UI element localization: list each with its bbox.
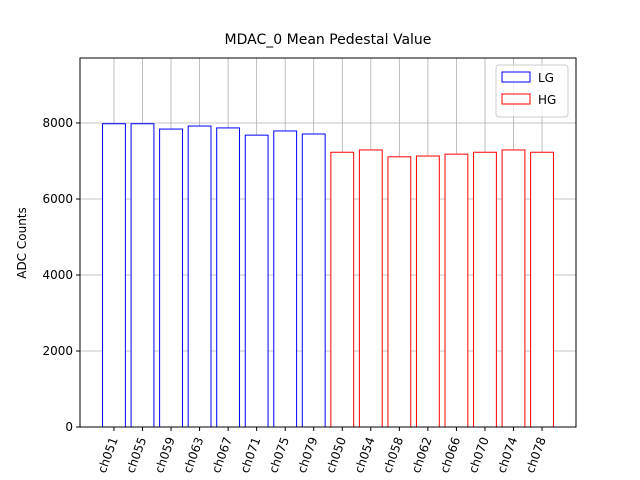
bar [530, 151, 554, 428]
x-tick-label: ch070 [466, 435, 492, 475]
x-tick-label: ch059 [152, 435, 178, 475]
x-tick-label: ch075 [266, 435, 292, 475]
plot-frame [79, 57, 577, 428]
x-tick-label: ch058 [380, 435, 406, 475]
y-tick-label: 8000 [42, 116, 73, 130]
bar [130, 123, 155, 428]
bar [159, 128, 183, 428]
bar [473, 151, 497, 428]
x-tick-label: ch074 [494, 435, 520, 475]
x-tick-label: ch054 [352, 435, 378, 475]
x-tick-label: ch063 [181, 435, 207, 475]
legend-label: HG [538, 93, 556, 107]
chart-title: MDAC_0 Mean Pedestal Value [225, 32, 432, 48]
y-tick-label: 6000 [42, 192, 73, 206]
legend-label: LG [538, 71, 554, 85]
bar [244, 134, 269, 428]
y-tick-label: 4000 [42, 268, 73, 282]
x-tick-label: ch055 [123, 435, 149, 475]
x-tick-label: ch067 [209, 435, 235, 475]
bar [187, 125, 212, 428]
x-tick-label: ch062 [409, 435, 435, 475]
x-tick-label: ch079 [295, 435, 321, 475]
x-tick-label: ch066 [437, 435, 463, 475]
legend-swatch [501, 71, 531, 83]
bar [102, 123, 126, 428]
bar [301, 133, 326, 428]
bar [415, 155, 440, 428]
x-tick-label: ch071 [238, 435, 264, 475]
x-tick-label: ch051 [95, 435, 121, 475]
y-axis-label: ADC Counts [15, 207, 29, 279]
x-tick-label: ch078 [523, 435, 549, 475]
bar [501, 149, 526, 428]
legend-swatch [501, 93, 531, 105]
x-tick-label: ch050 [323, 435, 349, 475]
bar [330, 151, 355, 428]
bar [216, 127, 241, 428]
bar [387, 156, 412, 428]
y-tick-label: 0 [65, 420, 73, 434]
bar [273, 130, 298, 428]
bar [358, 149, 383, 428]
bar [444, 153, 469, 428]
y-tick-label: 2000 [42, 344, 73, 358]
